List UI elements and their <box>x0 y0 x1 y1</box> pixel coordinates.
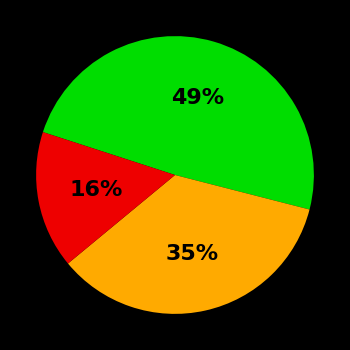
Wedge shape <box>36 132 175 264</box>
Text: 16%: 16% <box>69 180 122 200</box>
Wedge shape <box>68 175 309 314</box>
Wedge shape <box>43 36 314 210</box>
Text: 49%: 49% <box>171 88 224 108</box>
Text: 35%: 35% <box>166 244 219 264</box>
